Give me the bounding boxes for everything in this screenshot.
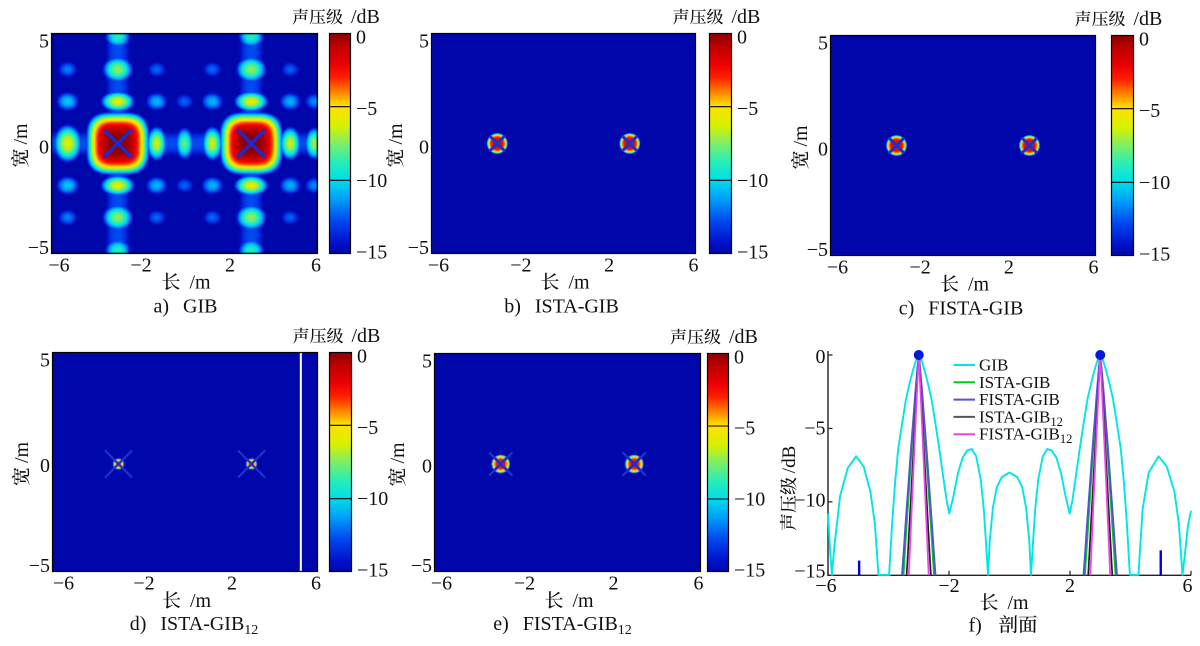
svg-text:−2: −2 <box>133 573 154 595</box>
svg-text:/dB: /dB <box>1134 8 1163 30</box>
svg-text:e) FISTA-GIB12: e) FISTA-GIB12 <box>493 613 632 638</box>
svg-text:0: 0 <box>734 347 744 369</box>
svg-text:0: 0 <box>356 27 366 49</box>
svg-text:2: 2 <box>1004 257 1014 279</box>
svg-text:0: 0 <box>419 136 429 158</box>
svg-text:−5: −5 <box>737 98 758 120</box>
svg-text:−15: −15 <box>357 560 388 582</box>
svg-text:6: 6 <box>689 255 699 277</box>
svg-text:0: 0 <box>357 346 367 368</box>
svg-text:−5: −5 <box>1139 100 1160 122</box>
svg-text:−5: −5 <box>356 98 377 120</box>
svg-text:−15: −15 <box>734 560 765 582</box>
svg-text:5: 5 <box>39 30 49 52</box>
svg-text:/dB: /dB <box>351 6 380 28</box>
svg-text:2: 2 <box>1065 575 1075 597</box>
svg-text:ISTA-GIB12: ISTA-GIB12 <box>979 407 1063 429</box>
svg-text:/m: /m <box>190 272 212 294</box>
svg-text:/dB: /dB <box>779 446 800 477</box>
svg-text:−10: −10 <box>357 488 388 510</box>
svg-text:−2: −2 <box>510 255 531 277</box>
svg-text:FISTA-GIB: FISTA-GIB <box>979 390 1060 409</box>
svg-text:d) ISTA-GIB12: d) ISTA-GIB12 <box>130 613 259 638</box>
svg-text:/dB: /dB <box>732 6 761 28</box>
svg-text:GIB: GIB <box>979 356 1008 375</box>
svg-text:/m: /m <box>10 123 32 149</box>
svg-text:−5: −5 <box>807 239 828 261</box>
svg-text:5: 5 <box>818 32 828 54</box>
svg-text:−10: −10 <box>737 170 768 192</box>
svg-text:0: 0 <box>40 455 50 477</box>
svg-text:/dB: /dB <box>729 326 758 348</box>
svg-text:5: 5 <box>40 349 50 371</box>
svg-text:FISTA-GIB12: FISTA-GIB12 <box>979 425 1072 447</box>
svg-text:−5: −5 <box>734 418 755 440</box>
svg-text:c) FISTA-GIB: c) FISTA-GIB <box>899 298 1024 320</box>
svg-text:−6: −6 <box>827 257 848 279</box>
svg-text:−5: −5 <box>29 555 50 577</box>
svg-text:5: 5 <box>422 350 432 372</box>
svg-text:−10: −10 <box>356 170 387 192</box>
svg-text:−2: −2 <box>938 575 959 597</box>
svg-text:−6: −6 <box>431 573 452 595</box>
svg-text:/dB: /dB <box>352 325 381 347</box>
svg-text:0: 0 <box>1139 29 1149 51</box>
svg-text:/m: /m <box>190 590 212 612</box>
svg-text:−15: −15 <box>356 242 387 264</box>
svg-text:f): f) <box>969 615 982 637</box>
svg-text:0: 0 <box>816 346 826 368</box>
svg-text:/m: /m <box>569 272 591 294</box>
svg-text:−15: −15 <box>794 561 825 583</box>
svg-text:6: 6 <box>1183 575 1193 597</box>
svg-text:−15: −15 <box>1139 244 1170 266</box>
svg-text:−6: −6 <box>48 255 69 277</box>
svg-text:−6: −6 <box>53 573 74 595</box>
svg-text:−6: −6 <box>815 575 836 597</box>
svg-text:−15: −15 <box>737 242 768 264</box>
svg-text:−5: −5 <box>28 237 49 259</box>
svg-text:/m: /m <box>11 441 33 467</box>
svg-text:6: 6 <box>311 573 321 595</box>
svg-text:−5: −5 <box>408 237 429 259</box>
svg-text:−2: −2 <box>910 257 931 279</box>
svg-text:/m: /m <box>1008 592 1030 614</box>
svg-text:6: 6 <box>694 573 704 595</box>
svg-text:b) ISTA-GIB: b) ISTA-GIB <box>504 296 619 318</box>
svg-text:2: 2 <box>604 255 614 277</box>
svg-text:0: 0 <box>422 455 432 477</box>
svg-text:−5: −5 <box>357 417 378 439</box>
svg-text:−10: −10 <box>794 489 825 511</box>
svg-text:/m: /m <box>573 590 595 612</box>
svg-text:−10: −10 <box>734 489 765 511</box>
svg-text:−6: −6 <box>428 255 449 277</box>
svg-text:0: 0 <box>737 27 747 49</box>
svg-text:/m: /m <box>790 125 812 151</box>
svg-text:−2: −2 <box>130 255 151 277</box>
svg-text:−10: −10 <box>1139 172 1170 194</box>
svg-text:2: 2 <box>227 573 237 595</box>
svg-text:2: 2 <box>609 573 619 595</box>
svg-text:5: 5 <box>419 30 429 52</box>
svg-text:/m: /m <box>385 123 407 149</box>
svg-text:ISTA-GIB: ISTA-GIB <box>979 373 1050 392</box>
svg-text:6: 6 <box>311 255 321 277</box>
svg-text:−2: −2 <box>514 573 535 595</box>
svg-text:/m: /m <box>968 274 990 296</box>
svg-text:−5: −5 <box>804 417 825 439</box>
svg-text:6: 6 <box>1089 257 1099 279</box>
svg-text:2: 2 <box>225 255 235 277</box>
svg-text:0: 0 <box>39 136 49 158</box>
svg-text:a) GIB: a) GIB <box>154 296 218 318</box>
svg-text:/m: /m <box>387 442 409 468</box>
svg-text:0: 0 <box>818 138 828 160</box>
svg-text:−5: −5 <box>411 555 432 577</box>
